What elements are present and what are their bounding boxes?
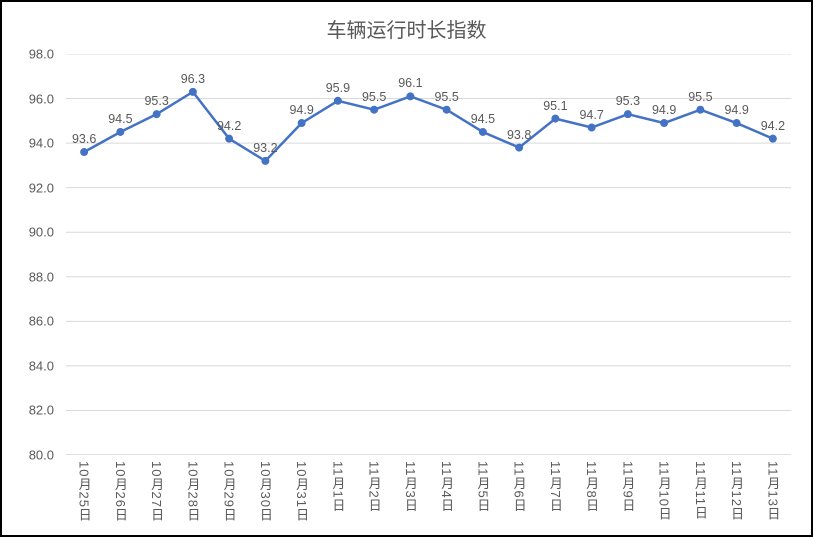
y-axis-labels: 80.082.084.086.088.090.092.094.096.098.0: [2, 54, 60, 455]
x-tick-label: 11月8日: [582, 461, 601, 513]
y-tick-label: 92.0: [29, 180, 54, 195]
x-tick-label: 10月29日: [220, 461, 239, 522]
x-tick-label: 10月25日: [75, 461, 94, 522]
x-tick-label: 10月30日: [256, 461, 275, 522]
x-tick-label: 10月27日: [147, 461, 166, 522]
x-tick-label: 11月7日: [546, 461, 565, 513]
x-tick-label: 11月5日: [473, 461, 492, 513]
x-tick-label: 10月28日: [183, 461, 202, 522]
y-tick-label: 86.0: [29, 314, 54, 329]
x-tick-label: 10月31日: [292, 461, 311, 522]
x-tick-label: 11月1日: [328, 461, 347, 513]
data-label: 95.1: [543, 99, 567, 113]
plot-area: 93.6 94.5 95.3 96.3 94.2 93.2 94.9 95.9 95.5 96.1…: [66, 54, 791, 455]
data-label: 93.6: [72, 132, 96, 146]
x-tick-label: 11月12日: [727, 461, 746, 521]
data-label: 95.5: [688, 90, 712, 104]
data-label: 96.3: [181, 72, 205, 86]
x-tick-label: 11月10日: [655, 461, 674, 521]
data-label: 94.9: [652, 103, 676, 117]
y-tick-label: 98.0: [29, 47, 54, 62]
data-label: 94.2: [217, 119, 241, 133]
chart-container: 车辆运行时长指数 80.0 82.0 84.0 86.0 88.0 90.0 92.0 94.…: [0, 0, 813, 537]
x-tick-label: 11月6日: [510, 461, 529, 513]
data-label: 94.2: [761, 119, 785, 133]
x-tick-label: 11月4日: [437, 461, 456, 513]
y-tick-label: 84.0: [29, 358, 54, 373]
data-label: 95.9: [326, 81, 350, 95]
x-tick-label: 11月13日: [763, 461, 782, 521]
x-tick-label: 11月3日: [401, 461, 420, 513]
data-label: 94.9: [724, 103, 748, 117]
data-label: 94.7: [579, 108, 603, 122]
y-tick-label: 80.0: [29, 448, 54, 463]
y-tick-label: 96.0: [29, 91, 54, 106]
data-label: 95.3: [616, 94, 640, 108]
y-tick-label: 94.0: [29, 136, 54, 151]
x-axis-labels: 10月25日 10月26日 10月27日 10月28日 10月29日 10月30日 10月3…: [66, 457, 791, 535]
x-tick-label: 11月2日: [365, 461, 384, 513]
data-label: 95.5: [434, 90, 458, 104]
y-tick-label: 88.0: [29, 269, 54, 284]
data-label: 93.8: [507, 128, 531, 142]
data-label: 93.2: [253, 141, 277, 155]
line-svg: [66, 54, 791, 455]
data-label: 96.1: [398, 76, 422, 90]
x-tick-label: 11月11日: [691, 461, 710, 520]
chart-title: 车辆运行时长指数: [2, 2, 811, 43]
data-label: 95.3: [144, 94, 168, 108]
x-tick-label: 11月9日: [618, 461, 637, 513]
y-tick-label: 90.0: [29, 225, 54, 240]
x-tick-label: 10月26日: [111, 461, 130, 522]
y-tick-label: 82.0: [29, 403, 54, 418]
data-label: 94.9: [289, 103, 313, 117]
data-label: 95.5: [362, 90, 386, 104]
data-label: 94.5: [108, 112, 132, 126]
data-label: 94.5: [471, 112, 495, 126]
